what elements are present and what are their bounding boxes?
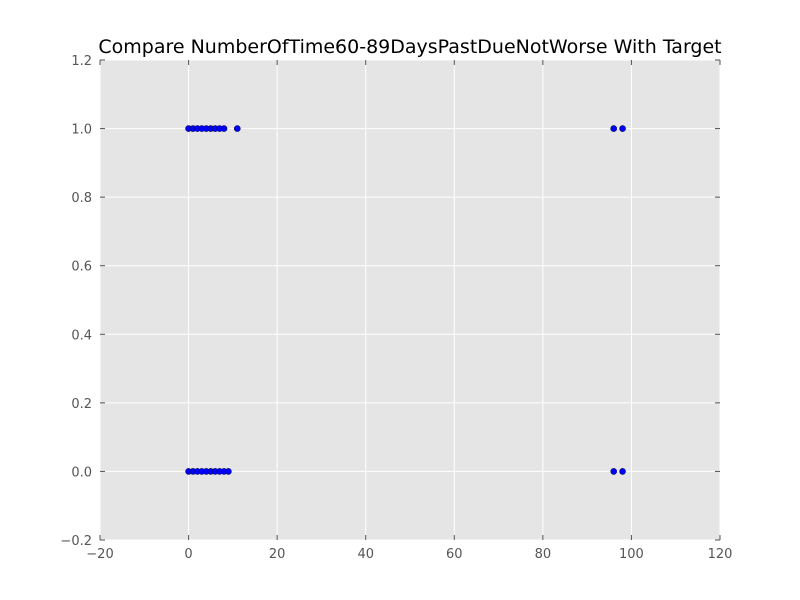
y-tick-label: −0.2 (60, 534, 92, 549)
x-tick-labels: −20 0 20 40 60 80 100 120 (86, 547, 732, 562)
data-point (619, 468, 626, 475)
x-tick-label: 40 (357, 547, 374, 562)
x-tick-label: 80 (535, 547, 552, 562)
y-tick-label: 1.0 (71, 123, 92, 138)
chart-title: Compare NumberOfTime60-89DaysPastDueNotW… (98, 36, 721, 58)
y-tick-label: 0.0 (71, 465, 92, 480)
data-point (233, 125, 241, 132)
x-tick-label: 20 (269, 547, 286, 562)
data-point (225, 468, 232, 475)
axis-ticks (99, 59, 721, 541)
data-point (610, 125, 618, 132)
x-tick-label: 120 (708, 547, 733, 562)
y-tick-label: 0.6 (71, 260, 92, 275)
x-tick-label: −20 (86, 547, 113, 562)
data-point (610, 468, 618, 475)
x-tick-label: 100 (619, 547, 644, 562)
data-point (220, 125, 228, 132)
y-tick-label: 0.8 (71, 191, 92, 206)
y-tick-labels: −0.2 0.0 0.2 0.4 0.6 0.8 1.0 1.2 (60, 54, 92, 549)
data-points (185, 125, 626, 475)
x-tick-label: 60 (446, 547, 463, 562)
plot-background (100, 60, 720, 540)
grid-lines (99, 59, 721, 541)
x-tick-label: 0 (184, 547, 192, 562)
data-point (619, 125, 626, 132)
y-tick-label: 1.2 (71, 54, 92, 69)
y-tick-label: 0.4 (71, 328, 92, 343)
y-tick-label: 0.2 (71, 397, 92, 412)
